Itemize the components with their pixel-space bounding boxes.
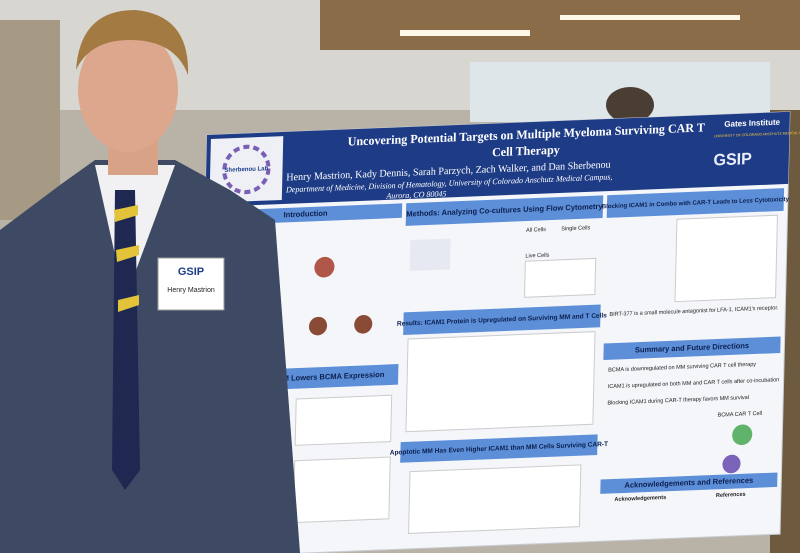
institute: Gates Institute [724, 118, 780, 129]
figure [294, 394, 393, 446]
cell-icon [722, 454, 741, 474]
affiliation: Aurora, CO 80045 [385, 189, 446, 201]
university: UNIVERSITY OF COLORADO ANSCHUTZ MEDICAL … [714, 130, 800, 138]
program-logo: GSIP [713, 150, 752, 170]
cell-icon [732, 424, 753, 446]
cell-icon [354, 315, 373, 334]
figure [292, 456, 391, 524]
background-person [606, 87, 654, 123]
section-title: Summary and Future Directions [635, 341, 749, 355]
section-header [403, 304, 601, 336]
cell-icon [314, 256, 335, 278]
wall-panel [0, 20, 60, 220]
lab-logo: Sherbenou Lab [224, 165, 268, 174]
figure [408, 464, 582, 534]
name-badge [157, 257, 225, 311]
subheading: Acknowledgements [614, 495, 666, 503]
ceiling-light [560, 15, 740, 20]
wood-ceiling [320, 0, 800, 50]
poster-title: Cell Therapy [492, 143, 560, 160]
figure-label: Live Cells [525, 253, 549, 260]
section-header [603, 336, 781, 361]
section-header [405, 195, 604, 226]
figure [524, 257, 597, 298]
section-header [606, 188, 785, 218]
section-header [400, 434, 598, 463]
badge-name: Henry Mastrion [167, 287, 215, 294]
cell-icon [308, 316, 328, 336]
ceiling-light [400, 30, 530, 36]
figure [405, 331, 596, 433]
note: BCMA is downregulated on MM surviving CA… [608, 362, 756, 374]
figure-label: BCMA CAR T Cell [717, 411, 762, 419]
figure-label: Single Cells [561, 225, 590, 232]
hair [76, 10, 189, 75]
figure [674, 214, 778, 303]
person: GSIP Henry Mastrion [0, 10, 300, 553]
tie-stripes [114, 205, 139, 312]
note: Blocking ICAM1 during CAR-T therapy favo… [607, 395, 749, 407]
jacket [0, 160, 300, 553]
poster: Sherbenou Lab Uncovering Potential Targe… [196, 111, 800, 553]
tie [112, 190, 140, 490]
section-title: Introduction [284, 209, 328, 220]
badge-program: GSIP [178, 266, 204, 278]
figure-label: All Cells [526, 227, 546, 234]
poster-header [205, 111, 790, 208]
figure [409, 238, 451, 271]
face [78, 28, 178, 152]
subheading: References [716, 492, 746, 499]
section-header [600, 472, 778, 494]
